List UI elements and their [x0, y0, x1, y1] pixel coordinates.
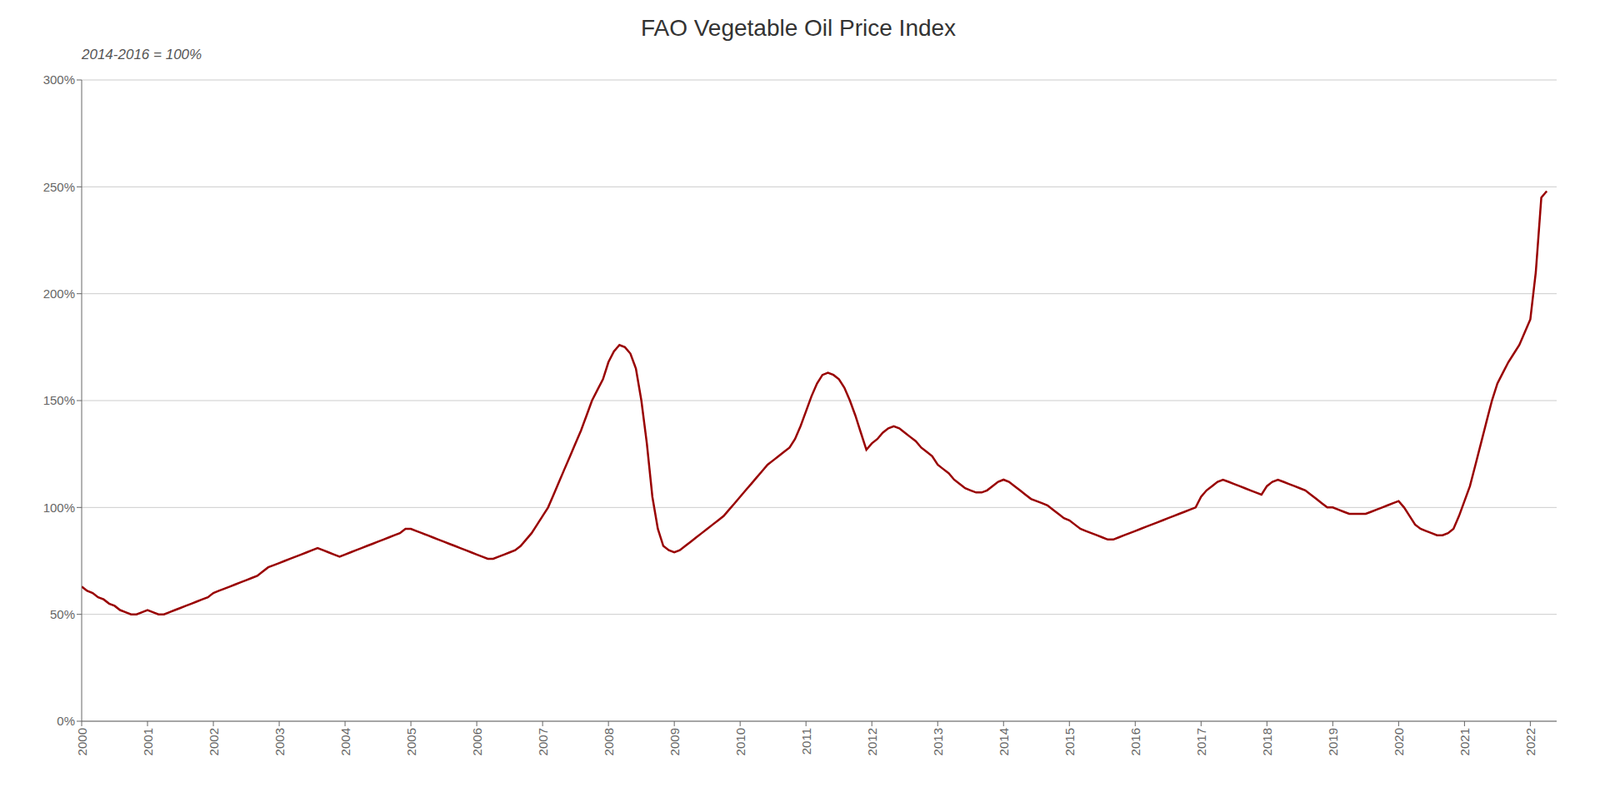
html-text:FAO Vegetable Oil Price Index: FAO Vegetable Oil Price Index	[640, 15, 956, 41]
svg-text:2011: 2011	[799, 728, 814, 755]
svg-text:2013: 2013	[930, 728, 945, 756]
svg-text:2007: 2007	[535, 728, 550, 756]
svg-text:2003: 2003	[272, 728, 287, 756]
svg-text:2018: 2018	[1260, 728, 1275, 756]
svg-text:2017: 2017	[1194, 728, 1209, 756]
svg-text:300%: 300%	[43, 72, 75, 87]
svg-text:2021: 2021	[1457, 728, 1472, 756]
svg-text:2014: 2014	[996, 728, 1011, 756]
svg-text:2004: 2004	[338, 728, 353, 756]
svg-text:2019: 2019	[1325, 728, 1340, 756]
svg-text:2020: 2020	[1391, 728, 1406, 756]
svg-text:150%: 150%	[43, 393, 75, 408]
svg-text:2000: 2000	[75, 728, 90, 756]
svg-text:2001: 2001	[140, 728, 155, 756]
svg-text:250%: 250%	[43, 180, 75, 195]
svg-text:2006: 2006	[470, 728, 485, 756]
html-text:2014-2016 = 100%: 2014-2016 = 100%	[81, 46, 202, 63]
svg-text:2012: 2012	[865, 728, 880, 756]
svg-text:200%: 200%	[43, 286, 75, 301]
svg-text:2005: 2005	[404, 728, 419, 756]
svg-text:2010: 2010	[733, 728, 748, 756]
svg-text:2015: 2015	[1062, 728, 1077, 756]
svg-text:2016: 2016	[1128, 728, 1143, 756]
svg-text:0%: 0%	[56, 714, 75, 729]
svg-text:2008: 2008	[601, 728, 616, 756]
svg-text:100%: 100%	[43, 500, 75, 515]
svg-text:2002: 2002	[206, 728, 221, 756]
svg-text:2009: 2009	[667, 728, 682, 756]
svg-text:50%: 50%	[50, 607, 75, 622]
svg-text:2022: 2022	[1523, 728, 1538, 756]
